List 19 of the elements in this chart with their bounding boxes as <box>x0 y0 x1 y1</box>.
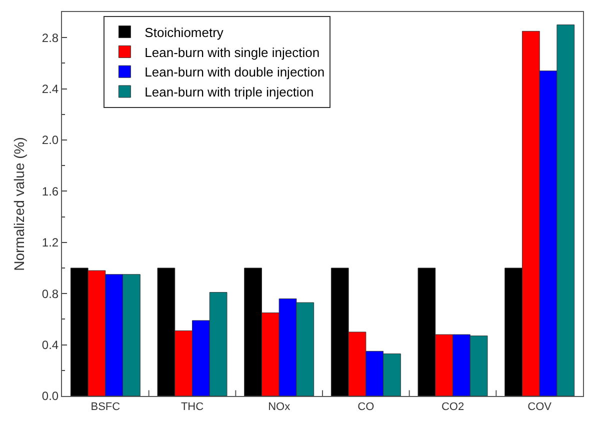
x-tick-label: COV <box>528 401 552 414</box>
x-tick-label: THC <box>180 401 204 414</box>
x-tick-label: CO2 <box>441 401 464 414</box>
y-tick-label: 1.6 <box>42 184 59 198</box>
legend-label: Lean-burn with single injection <box>144 44 320 60</box>
legend-label: Stoichiometry <box>144 24 224 40</box>
y-tick-label: 2.0 <box>42 133 59 148</box>
y-tick-label: 2.4 <box>42 82 59 96</box>
y-tick-label: 1.2 <box>42 236 59 250</box>
y-tick-label: 0.8 <box>42 286 59 301</box>
x-tick-label: BSFC <box>90 401 120 414</box>
y-tick-label: 0.4 <box>42 338 59 352</box>
y-tick-label: 2.8 <box>42 30 59 45</box>
y-axis-title: Normalized value (%) <box>11 137 27 271</box>
y-tick-label: 0.0 <box>42 389 59 404</box>
x-tick-label: CO <box>358 401 375 414</box>
x-tick-label: NOx <box>268 401 291 414</box>
legend-label: Lean-burn with triple injection <box>144 84 314 100</box>
legend-label: Lean-burn with double injection <box>144 64 325 80</box>
